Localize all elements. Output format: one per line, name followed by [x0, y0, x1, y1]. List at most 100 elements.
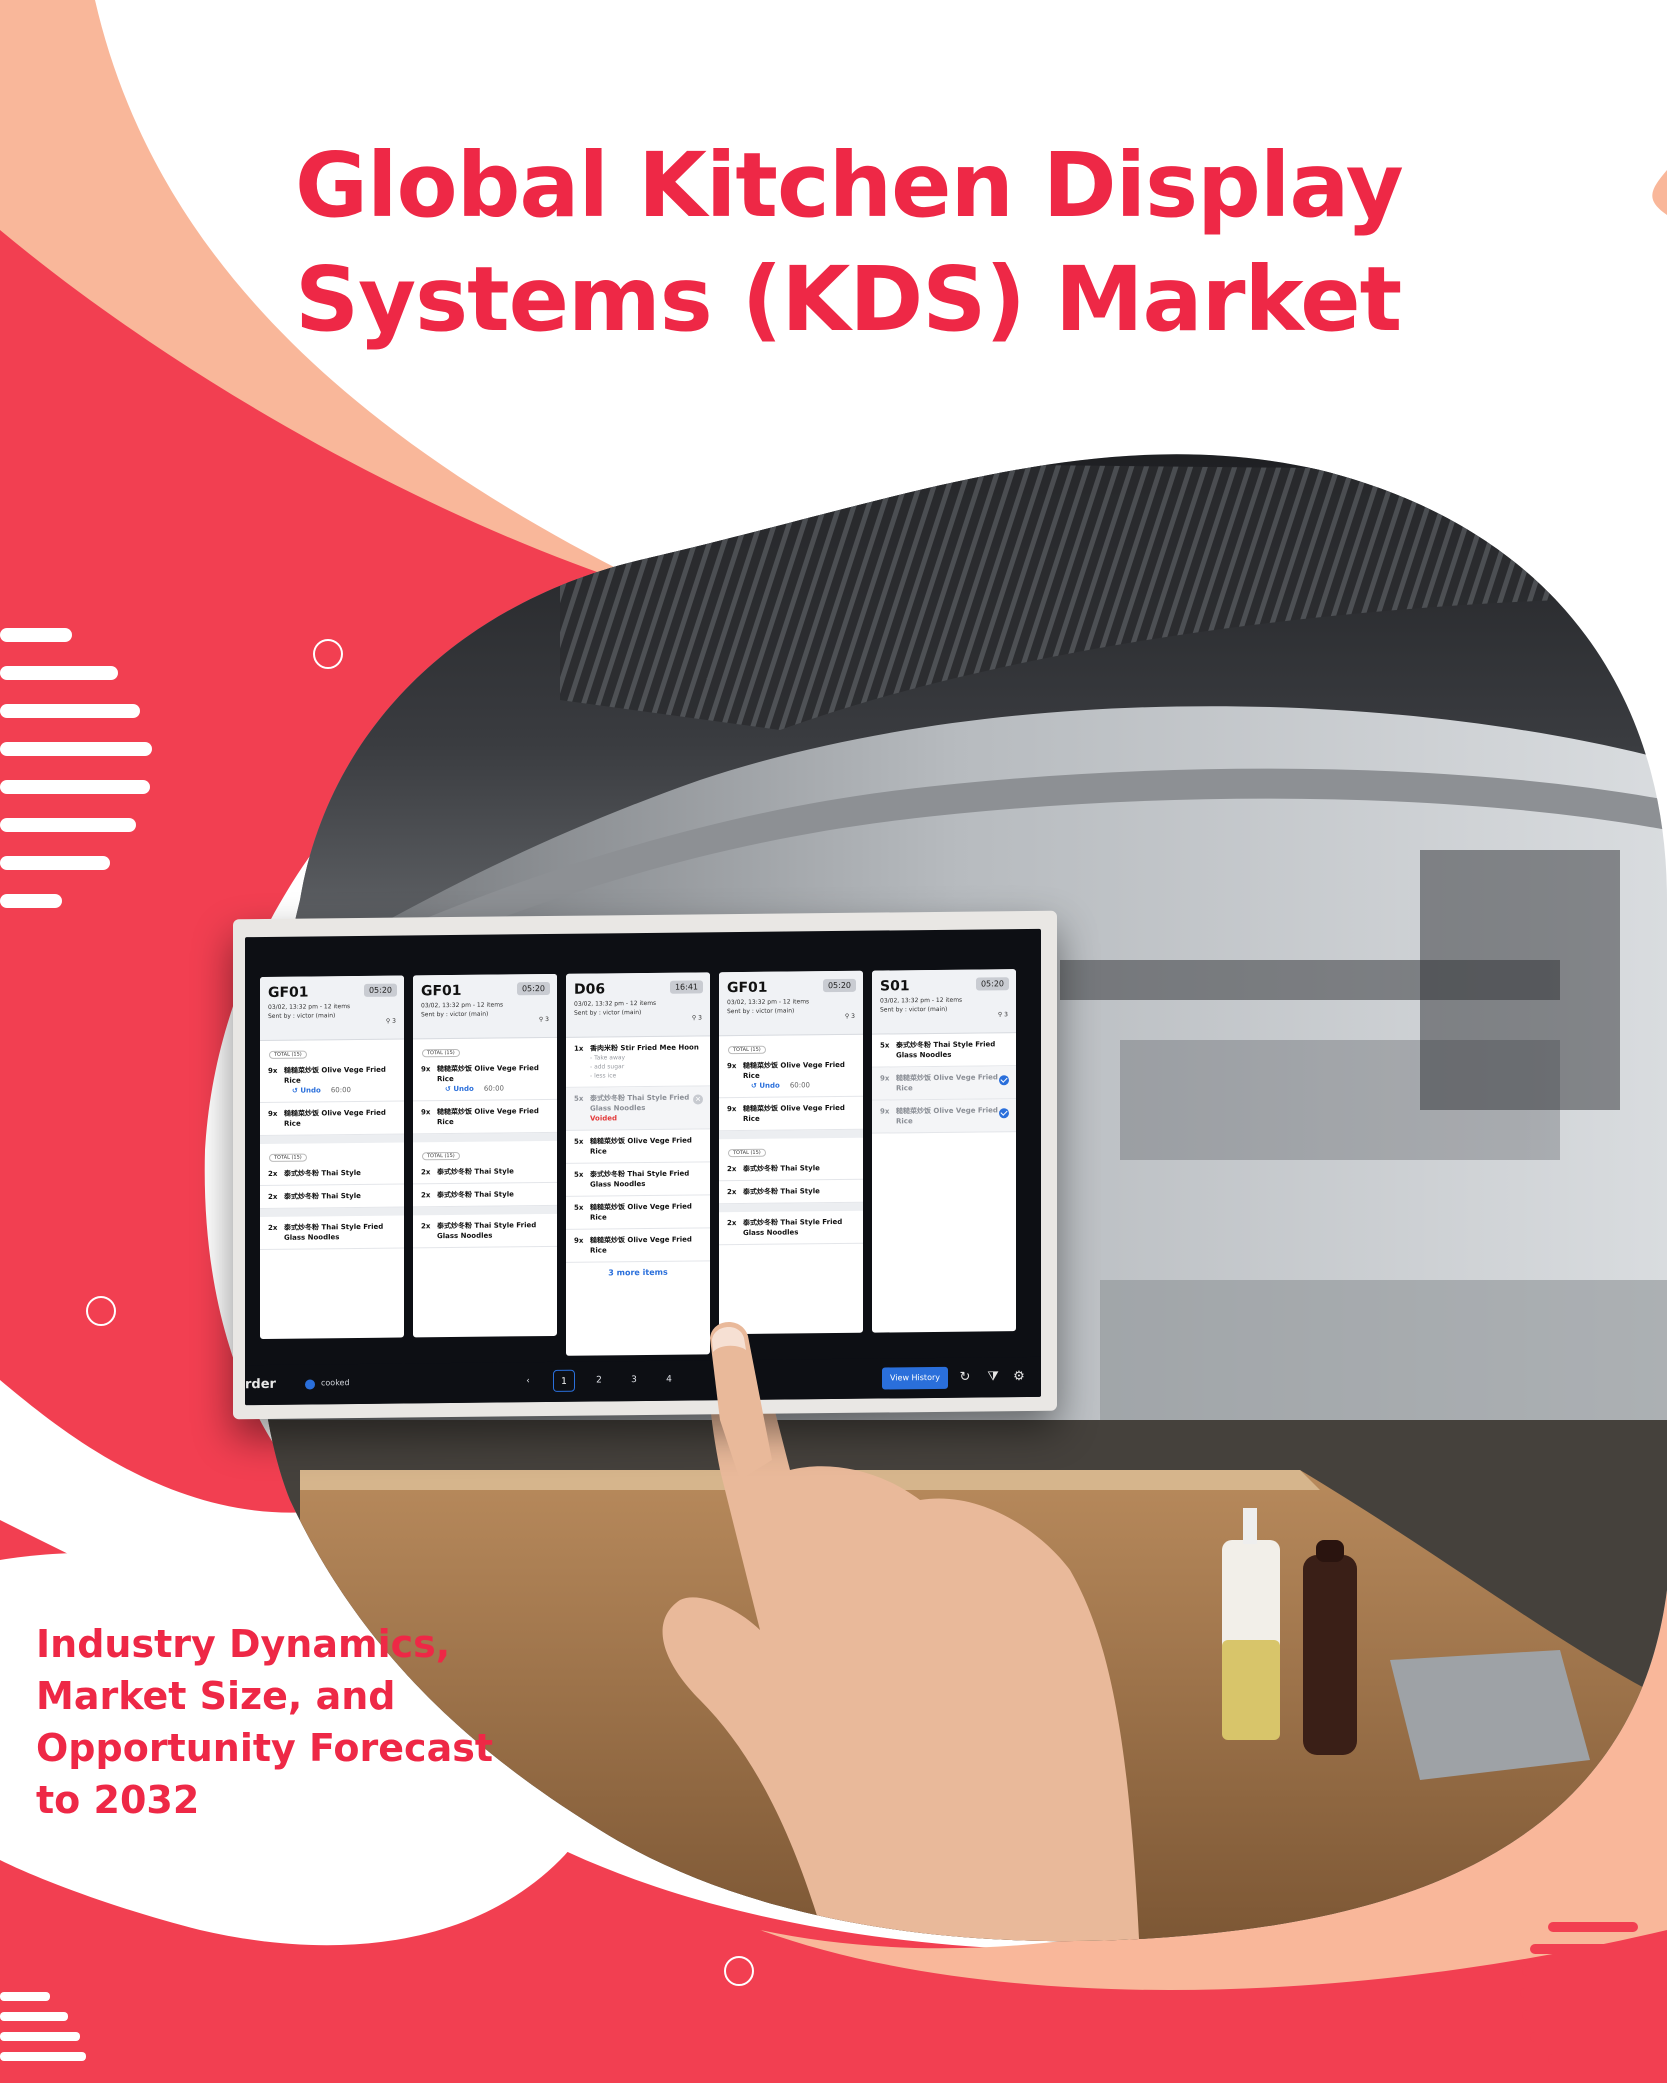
title-line-2: Systems (KDS) Market [295, 247, 1402, 351]
refresh-icon[interactable]: ↻ [959, 1369, 971, 1385]
undo-icon: ↺ [445, 1085, 451, 1094]
item-name: 糙糙菜炒饭 Olive Vege Fried Rice [437, 1107, 539, 1127]
order-item[interactable]: 2x 泰式炒冬粉 Thai Style [719, 1179, 863, 1205]
person-icon: ⚲ [997, 1011, 1003, 1019]
guest-count-value: 3 [851, 1012, 855, 1020]
cooked-status-icon[interactable] [305, 1379, 315, 1390]
item-name: 泰式炒冬粉 Thai Style [743, 1164, 820, 1173]
item-name: 糙糙菜炒饭 Olive Vege Fried Rice [284, 1108, 386, 1128]
order-meta: 03/02, 13:32 pm - 12 items Sent by : vict… [574, 998, 702, 1017]
pagination-page-3[interactable]: 3 [631, 1375, 637, 1386]
item-qty: 9x [880, 1074, 890, 1083]
order-item[interactable]: 2x 泰式炒冬粉 Thai Style Fried Glass Noodles [719, 1210, 863, 1246]
order-item-voided[interactable]: 5x 泰式炒冬粉 Thai Style Fried Glass Noodles ✕ V… [566, 1086, 710, 1131]
kds-bottom-bar: rder cooked ‹ 1 2 3 4 View History ↻ ⧩ ⚙ [245, 1356, 1041, 1406]
total-badge: TOTAL (15) [728, 1148, 766, 1158]
order-item[interactable]: 5x 泰式炒冬粉 Thai Style Fried Glass Noodles [566, 1162, 710, 1197]
order-item[interactable]: 9x 糙糙菜炒饭 Olive Vege Fried Rice [566, 1228, 710, 1263]
pagination-page-4[interactable]: 4 [666, 1374, 672, 1385]
check-circle-icon[interactable] [999, 1108, 1009, 1119]
item-name: 泰式炒冬粉 Thai Style Fried Glass Noodles [896, 1040, 996, 1060]
undo-button[interactable]: ↺ Undo [292, 1086, 321, 1094]
close-icon[interactable]: ✕ [693, 1094, 703, 1105]
order-date-items: 03/02, 13:32 pm - 12 items [268, 1003, 351, 1011]
page-subtitle: Industry Dynamics, Market Size, and Oppo… [36, 1618, 556, 1826]
order-item[interactable]: 2x 泰式炒冬粉 Thai Style [260, 1161, 404, 1187]
order-item[interactable]: 9x 糙糙菜炒饭 Olive Vege Fried Rice [413, 1099, 557, 1135]
item-name: 糙糙菜炒饭 Olive Vege Fried Rice [743, 1060, 845, 1080]
guest-count: ⚲ 3 [998, 1011, 1008, 1018]
order-item[interactable]: 5x 泰式炒冬粉 Thai Style Fried Glass Noodles [872, 1033, 1016, 1068]
guest-count: ⚲ 3 [692, 1014, 702, 1021]
order-item[interactable]: 2x 泰式炒冬粉 Thai Style [719, 1156, 863, 1182]
item-qty: 2x [727, 1219, 737, 1228]
undo-button[interactable]: ↺ Undo [751, 1082, 780, 1090]
item-name: 糙糙菜炒饭 Olive Vege Fried Rice [284, 1065, 386, 1085]
order-item[interactable]: 2x 泰式炒冬粉 Thai Style Fried Glass Noodles [413, 1213, 557, 1249]
item-name: 糙糙菜炒饭 Olive Vege Fried Rice [590, 1136, 692, 1156]
subtitle-line-2: Market Size, and [36, 1674, 396, 1718]
item-modifier: - less ice [590, 1072, 617, 1080]
order-item[interactable]: 9x 糙糙菜炒饭 Olive Vege Fried Rice [260, 1101, 404, 1137]
order-item[interactable]: 1x 香肉米粉 Stir Fried Mee Hoon - Take away - a… [566, 1036, 710, 1088]
subtitle-line-1: Industry Dynamics, [36, 1622, 451, 1666]
order-item-cooked[interactable]: 9x 糙糙菜炒饭 Olive Vege Fried Rice [872, 1066, 1016, 1101]
kds-screen: GF01 05:20 03/02, 13:32 pm - 12 items Sen… [245, 928, 1041, 1406]
order-meta: 03/02, 13:32 pm - 12 items Sent by : vict… [421, 1000, 549, 1019]
undo-timer: 60:00 [483, 1084, 504, 1093]
pagination-page-2[interactable]: 2 [596, 1375, 602, 1386]
item-qty: 9x [268, 1109, 278, 1118]
order-timer: 05:20 [822, 978, 856, 993]
undo-button[interactable]: ↺ Undo [445, 1085, 474, 1093]
page-title: Global Kitchen Display Systems (KDS) Mar… [295, 128, 1495, 356]
total-badge: TOTAL (15) [269, 1153, 307, 1162]
order-timer: 05:20 [975, 977, 1009, 991]
order-item[interactable]: 2x 泰式炒冬粉 Thai Style [413, 1159, 557, 1185]
check-circle-icon[interactable] [999, 1075, 1009, 1086]
settings-icon[interactable]: ⚙ [1013, 1369, 1025, 1385]
order-card[interactable]: D06 16:41 03/02, 13:32 pm - 12 items Sent… [566, 972, 710, 1356]
more-items-link[interactable]: 3 more items [608, 1267, 668, 1278]
order-item[interactable]: 9x 糙糙菜炒饭 Olive Vege Fried Rice ↺ Undo 60:00 [413, 1056, 557, 1102]
pagination-page-1[interactable]: 1 [553, 1369, 575, 1392]
order-item[interactable]: 5x 糙糙菜炒饭 Olive Vege Fried Rice [566, 1129, 710, 1164]
item-name: 泰式炒冬粉 Thai Style Fried Glass Noodles [743, 1217, 843, 1237]
divider [719, 1129, 863, 1140]
order-item[interactable]: 9x 糙糙菜炒饭 Olive Vege Fried Rice [719, 1096, 863, 1132]
order-card[interactable]: S01 05:20 03/02, 13:32 pm - 12 items Sent… [872, 969, 1016, 1333]
order-item-cooked[interactable]: 9x 糙糙菜炒饭 Olive Vege Fried Rice [872, 1099, 1016, 1134]
order-item[interactable]: 9x 糙糙菜炒饭 Olive Vege Fried Rice ↺ Undo 60:00 [719, 1053, 863, 1099]
undo-label: Undo [453, 1084, 474, 1094]
order-sender: Sent by : victor (main) [574, 1009, 642, 1017]
total-badge: TOTAL (15) [422, 1048, 460, 1058]
item-name: 糙糙菜炒饭 Olive Vege Fried Rice [590, 1235, 692, 1255]
guest-count: ⚲ 3 [386, 1018, 396, 1025]
view-history-button[interactable]: View History [882, 1366, 948, 1390]
circle-outline-icon [313, 639, 343, 669]
order-item[interactable]: 2x 泰式炒冬粉 Thai Style [413, 1182, 557, 1208]
order-card[interactable]: GF01 05:20 03/02, 13:32 pm - 12 items Sen… [719, 970, 863, 1335]
undo-icon: ↺ [751, 1081, 757, 1090]
order-item[interactable]: 9x 糙糙菜炒饭 Olive Vege Fried Rice ↺ Undo 60:00 [260, 1058, 404, 1104]
circle-outline-icon [724, 1956, 754, 1986]
order-sender: Sent by : victor (main) [268, 1012, 336, 1020]
item-qty: 9x [421, 1065, 431, 1074]
order-card[interactable]: GF01 05:20 03/02, 13:32 pm - 12 items Sen… [413, 973, 557, 1338]
guest-count-value: 3 [392, 1017, 396, 1025]
item-qty: 9x [421, 1108, 431, 1117]
item-name: 泰式炒冬粉 Thai Style [437, 1190, 514, 1200]
order-card-header: GF01 05:20 03/02, 13:32 pm - 12 items Sen… [719, 970, 863, 1037]
undo-timer: 60:00 [789, 1081, 810, 1090]
order-card[interactable]: GF01 05:20 03/02, 13:32 pm - 12 items Sen… [260, 975, 404, 1340]
item-name: 香肉米粉 Stir Fried Mee Hoon [590, 1043, 699, 1053]
order-item[interactable]: 5x 糙糙菜炒饭 Olive Vege Fried Rice [566, 1195, 710, 1230]
order-item[interactable]: 2x 泰式炒冬粉 Thai Style [260, 1184, 404, 1210]
filter-icon[interactable]: ⧩ [987, 1369, 999, 1385]
item-name: 泰式炒冬粉 Thai Style [284, 1191, 361, 1201]
guest-count: ⚲ 3 [845, 1013, 855, 1020]
item-name: 泰式炒冬粉 Thai Style Fried Glass Noodles [284, 1222, 384, 1242]
order-sender: Sent by : victor (main) [421, 1010, 489, 1019]
order-sender: Sent by : victor (main) [727, 1007, 795, 1016]
order-item[interactable]: 2x 泰式炒冬粉 Thai Style Fried Glass Noodles [260, 1215, 404, 1251]
pagination-prev-button[interactable]: ‹ [526, 1376, 530, 1387]
